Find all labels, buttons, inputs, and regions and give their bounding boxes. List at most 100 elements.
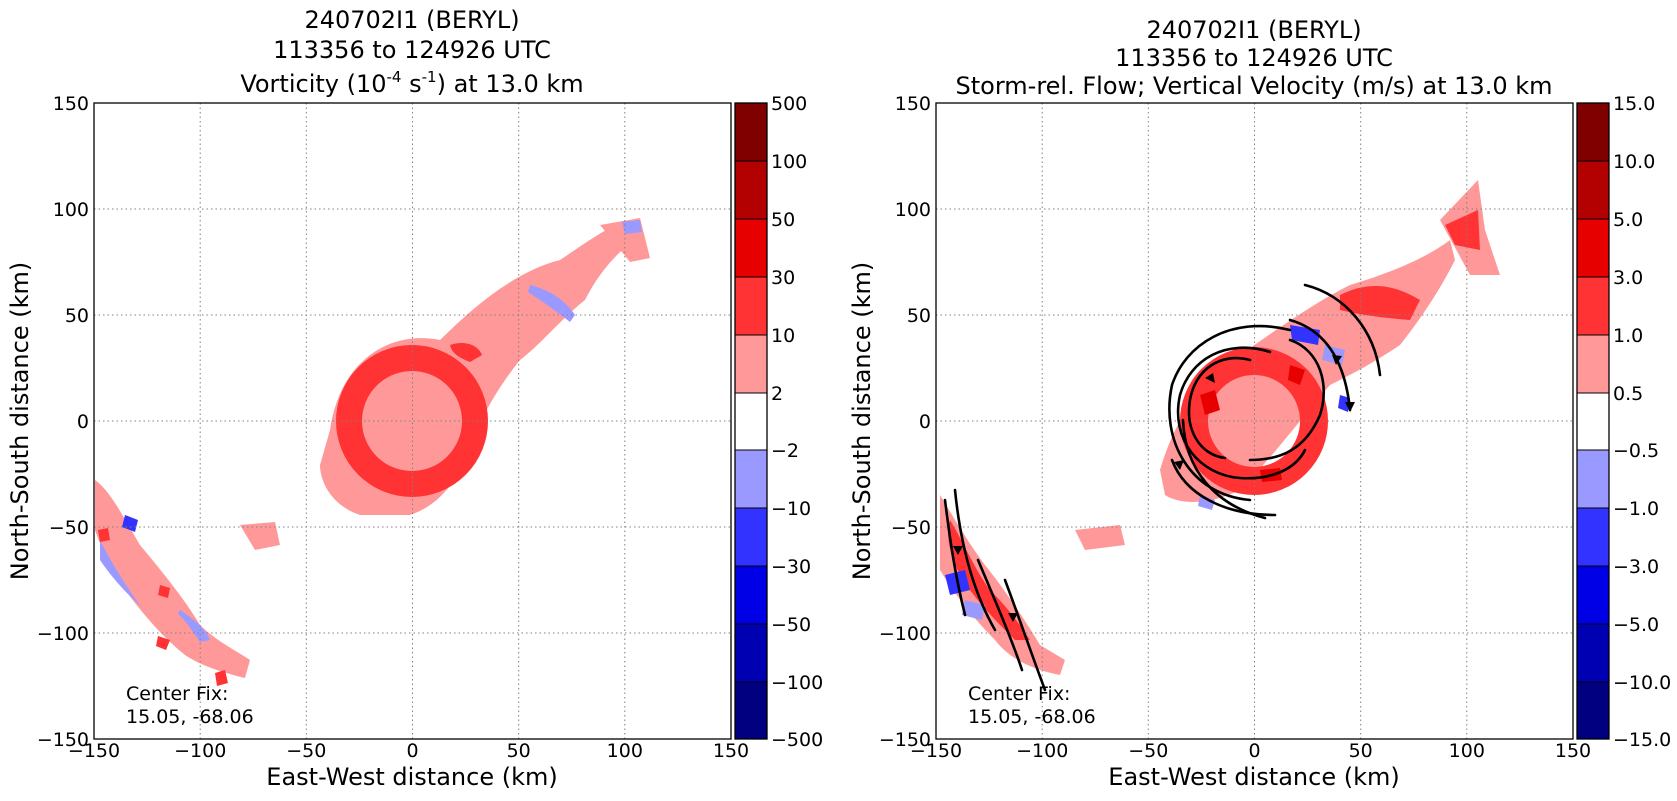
vorticity-title-pre: Vorticity (10 [240,70,386,98]
vel-ytick-2: −50 [891,517,931,539]
vel-red-top [1445,210,1480,250]
vel-xtick-2: −50 [1128,740,1168,762]
velocity-plot-area: Center Fix: 15.05, -68.06 [935,102,1574,740]
vort-red-patch-ne [450,343,482,362]
velocity-colorbar-segments [1577,103,1609,739]
vel-cb-seg-1 [1577,161,1609,219]
vorticity-title-line-2: 113356 to 124926 UTC [273,36,551,64]
vort-cb-label-0: 500 [771,93,807,115]
vorticity-center-fix-value: 15.05, -68.06 [126,706,254,728]
vel-cb-seg-6 [1577,450,1609,508]
velocity-colorbar: 15.0 10.0 5.0 3.0 1.0 0.5 −0.5 −1.0 −3.0… [1576,93,1671,751]
vort-xtick-6: 150 [713,740,749,762]
vort-cb-label-4: 10 [771,325,795,347]
vort-cb-seg-1 [735,161,767,219]
vel-cb-label-0: 15.0 [1613,93,1655,115]
vort-small-pink [240,522,280,550]
vel-cb-label-11: −15.0 [1613,729,1671,751]
vort-blue-streak-ne [528,285,575,322]
vel-cb-label-2: 5.0 [1613,209,1643,231]
vorticity-title-line-3: Vorticity (10-4 s-1) at 13.0 km [240,68,583,98]
vel-cb-label-4: 1.0 [1613,325,1643,347]
streamline-sw-far [1170,458,1277,517]
velocity-colorbar-labels: 15.0 10.0 5.0 3.0 1.0 0.5 −0.5 −1.0 −3.0… [1613,93,1671,751]
vort-blue-streak-sw2 [178,610,210,642]
vort-cb-label-9: −50 [771,614,811,636]
vorticity-y-tick-labels: −150 −100 −50 0 50 100 150 [37,93,89,751]
velocity-x-axis-label: East-West distance (km) [1108,763,1399,791]
vel-xtick-6: 150 [1555,740,1591,762]
vort-cb-label-3: 30 [771,267,795,289]
vort-xtick-3: 0 [406,740,418,762]
streamline-sw-band-3 [976,558,1024,672]
streamline-ne-outer [1303,283,1382,377]
vort-cb-label-8: −30 [771,556,811,578]
vort-xtick-0: −150 [68,740,120,762]
vort-ytick-1: −100 [37,623,89,645]
vel-ytick-1: −100 [879,623,931,645]
vort-cb-label-1: 100 [771,151,807,173]
vel-cb-label-6: −0.5 [1613,440,1659,462]
streamline-inner-ring [1187,356,1252,460]
vort-darkblue-sw [122,515,138,532]
vel-cb-label-3: 3.0 [1613,267,1643,289]
velocity-title-line-2: 113356 to 124926 UTC [1115,44,1393,72]
arrow-6 [1008,613,1018,622]
velocity-colorbar-dividers [1577,160,1609,683]
arrow-5 [953,546,963,555]
vort-ytick-4: 50 [65,305,89,327]
vorticity-title-line-1: 240702I1 (BERYL) [304,6,519,34]
vorticity-center-fix-label: Center Fix: [126,683,228,705]
vel-cb-label-5: 0.5 [1613,383,1643,405]
velocity-colorbar-frame [1576,102,1610,740]
vel-cb-seg-8 [1577,566,1609,624]
velocity-title-line-3: Storm-rel. Flow; Vertical Velocity (m/s)… [956,72,1553,100]
vel-cb-seg-9 [1577,624,1609,682]
vort-ytick-2: −50 [49,517,89,539]
vorticity-title-post: ) at 13.0 km [437,70,584,98]
vorticity-colorbar-frame [734,102,768,740]
vel-ytick-3: 0 [919,411,931,433]
velocity-streamlines [943,283,1382,692]
vort-xtick-2: −50 [286,740,326,762]
vel-ytick-4: 50 [907,305,931,327]
vel-cb-seg-10 [1577,682,1609,739]
vel-small-pink [1075,525,1125,550]
vel-xtick-1: −100 [1016,740,1068,762]
vel-xtick-0: −150 [910,740,962,762]
vort-cb-label-2: 50 [771,209,795,231]
streamline-sw-band-2 [943,498,967,617]
arrow-2 [1332,355,1342,365]
vel-xtick-3: 0 [1248,740,1260,762]
vel-xtick-4: 50 [1349,740,1373,762]
vort-cb-seg-5 [735,393,767,450]
vorticity-title-sup2: -1 [422,68,437,86]
vel-cb-label-8: −3.0 [1613,556,1659,578]
vel-ytick-6: 150 [895,93,931,115]
vort-ytick-0: −150 [37,729,89,751]
vort-ytick-3: 0 [77,411,89,433]
velocity-y-axis-label: North-South distance (km) [848,262,876,581]
velocity-title-line-1: 240702I1 (BERYL) [1146,16,1361,44]
vort-cb-seg-9 [735,624,767,682]
velocity-x-tick-labels: −150 −100 −50 0 50 100 150 [910,740,1591,762]
vorticity-plot-area: Center Fix: 15.05, -68.06 [93,102,732,740]
vel-cb-seg-0 [1577,103,1609,161]
vorticity-title-mid: s [401,70,421,98]
vort-ytick-5: 100 [53,199,89,221]
vorticity-x-axis-label: East-West distance (km) [266,763,557,791]
vort-band-sw-pink [95,480,250,678]
arrow-3 [1205,373,1215,383]
vorticity-title-sup1: -4 [387,68,402,86]
velocity-panel: 240702I1 (BERYL) 113356 to 124926 UTC St… [848,16,1671,791]
vort-blue-streak-ne2 [622,220,642,234]
streamline-ring-3 [1168,324,1292,502]
vorticity-field [95,218,650,686]
vorticity-x-tick-labels: −150 −100 −50 0 50 100 150 [68,740,749,762]
streamline-ne-mid [1288,318,1352,412]
vort-cb-seg-0 [735,103,767,161]
vort-cb-label-10: −100 [771,672,823,694]
vorticity-plot-frame [93,102,732,740]
arrow-1 [1345,402,1355,412]
